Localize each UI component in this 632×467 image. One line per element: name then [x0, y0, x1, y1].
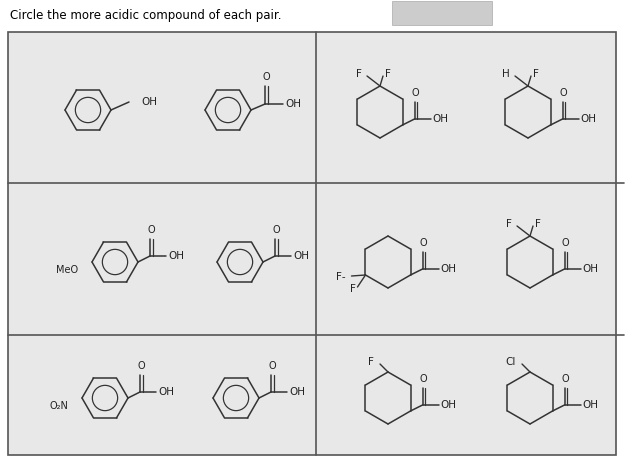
- Text: O: O: [562, 374, 569, 384]
- Text: O₂N: O₂N: [49, 401, 68, 411]
- Text: F: F: [535, 219, 541, 229]
- Text: OH: OH: [293, 251, 309, 261]
- Text: O: O: [420, 238, 427, 248]
- Text: OH: OH: [285, 99, 301, 109]
- Text: F: F: [533, 69, 539, 79]
- Text: O: O: [269, 361, 276, 371]
- Text: OH: OH: [158, 387, 174, 397]
- Text: O: O: [147, 225, 155, 235]
- Text: O: O: [420, 374, 427, 384]
- Text: O: O: [562, 238, 569, 248]
- Text: OH: OH: [441, 264, 456, 274]
- Text: F: F: [385, 69, 391, 79]
- Text: O: O: [263, 72, 270, 82]
- Text: Cl: Cl: [506, 357, 516, 367]
- Text: O: O: [412, 88, 420, 98]
- Text: MeO: MeO: [56, 265, 78, 275]
- Text: H: H: [502, 69, 510, 79]
- Text: O: O: [137, 361, 145, 371]
- Text: F-: F-: [336, 272, 346, 282]
- Text: F: F: [368, 357, 374, 367]
- Text: O: O: [272, 225, 280, 235]
- Text: OH: OH: [583, 400, 599, 410]
- Text: F: F: [349, 284, 355, 294]
- Text: OH: OH: [581, 114, 597, 124]
- Bar: [392, 1, 492, 25]
- Text: OH: OH: [432, 114, 449, 124]
- Text: OH: OH: [583, 264, 599, 274]
- Text: OH: OH: [141, 97, 157, 107]
- Text: OH: OH: [168, 251, 184, 261]
- Text: F: F: [506, 219, 512, 229]
- Text: O: O: [560, 88, 568, 98]
- Text: OH: OH: [289, 387, 305, 397]
- Text: Circle the more acidic compound of each pair.: Circle the more acidic compound of each …: [10, 8, 281, 21]
- Text: F: F: [356, 69, 362, 79]
- Text: OH: OH: [441, 400, 456, 410]
